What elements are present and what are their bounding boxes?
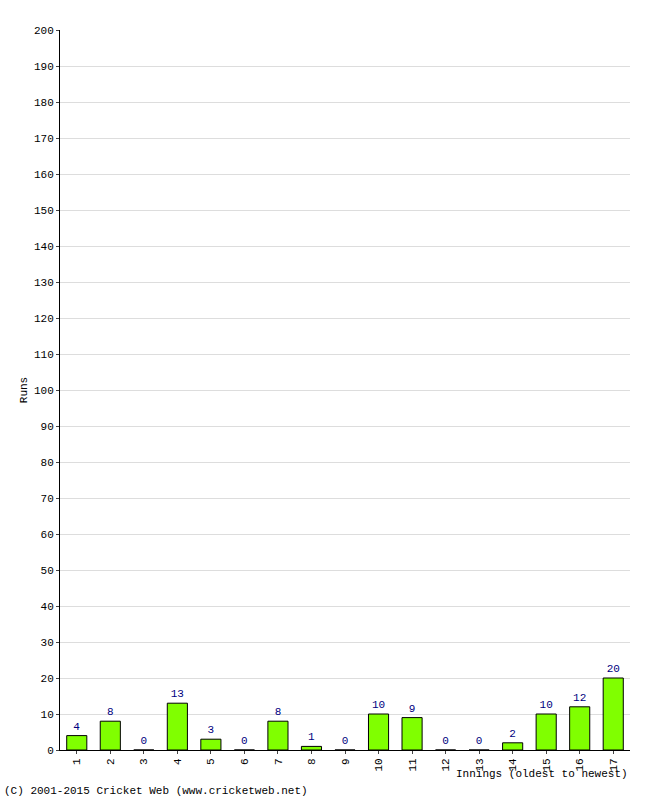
svg-text:0: 0	[342, 735, 349, 747]
svg-text:30: 30	[41, 637, 54, 649]
svg-text:9: 9	[409, 703, 416, 715]
svg-text:180: 180	[34, 97, 54, 109]
svg-text:14: 14	[507, 758, 519, 772]
svg-text:0: 0	[476, 735, 483, 747]
svg-text:10: 10	[540, 699, 553, 711]
svg-text:8: 8	[275, 706, 282, 718]
svg-text:200: 200	[34, 25, 54, 37]
svg-text:170: 170	[34, 133, 54, 145]
svg-text:4: 4	[172, 758, 184, 765]
svg-text:0: 0	[241, 735, 248, 747]
svg-text:160: 160	[34, 169, 54, 181]
svg-text:6: 6	[239, 758, 251, 765]
svg-text:12: 12	[440, 758, 452, 771]
svg-text:8: 8	[107, 706, 114, 718]
svg-text:10: 10	[41, 709, 54, 721]
svg-text:8: 8	[306, 758, 318, 765]
svg-text:110: 110	[34, 349, 54, 361]
svg-text:0: 0	[47, 745, 54, 757]
svg-text:7: 7	[273, 758, 285, 765]
svg-text:3: 3	[208, 724, 215, 736]
svg-text:50: 50	[41, 565, 54, 577]
svg-text:16: 16	[574, 758, 586, 771]
svg-text:10: 10	[373, 758, 385, 771]
svg-text:70: 70	[41, 493, 54, 505]
svg-text:130: 130	[34, 277, 54, 289]
svg-text:Innings (oldest to newest): Innings (oldest to newest)	[456, 768, 628, 780]
svg-text:90: 90	[41, 421, 54, 433]
svg-text:12: 12	[573, 692, 586, 704]
svg-text:140: 140	[34, 241, 54, 253]
svg-text:Runs: Runs	[18, 377, 30, 403]
svg-text:60: 60	[41, 529, 54, 541]
svg-text:5: 5	[205, 758, 217, 765]
svg-text:20: 20	[607, 663, 620, 675]
svg-text:13: 13	[171, 688, 184, 700]
svg-text:20: 20	[41, 673, 54, 685]
svg-text:1: 1	[308, 731, 315, 743]
svg-text:3: 3	[138, 758, 150, 765]
svg-text:80: 80	[41, 457, 54, 469]
svg-text:13: 13	[474, 758, 486, 771]
svg-text:0: 0	[141, 735, 148, 747]
svg-text:10: 10	[372, 699, 385, 711]
svg-text:0: 0	[442, 735, 449, 747]
svg-text:100: 100	[34, 385, 54, 397]
svg-text:(C) 2001-2015 Cricket Web (www: (C) 2001-2015 Cricket Web (www.cricketwe…	[4, 785, 308, 797]
svg-text:190: 190	[34, 61, 54, 73]
svg-text:40: 40	[41, 601, 54, 613]
svg-text:2: 2	[509, 728, 516, 740]
svg-text:150: 150	[34, 205, 54, 217]
svg-text:11: 11	[407, 758, 419, 772]
svg-text:17: 17	[608, 758, 620, 771]
svg-text:2: 2	[105, 758, 117, 765]
svg-text:1: 1	[71, 758, 83, 765]
svg-text:9: 9	[340, 758, 352, 765]
svg-text:15: 15	[541, 758, 553, 771]
svg-text:120: 120	[34, 313, 54, 325]
svg-text:4: 4	[73, 721, 80, 733]
